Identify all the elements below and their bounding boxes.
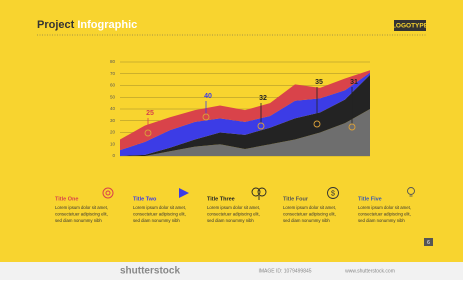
item-text: sed diam nonummy nibh (133, 218, 180, 223)
item-title: Title One (55, 196, 78, 202)
area-layer (120, 72, 370, 156)
icon-target (102, 187, 114, 199)
callout-label: 31 (350, 79, 358, 86)
callout-label: 25 (146, 110, 154, 117)
item-text: Lorem ipsum dolor sit amet, (133, 205, 186, 210)
item-text: consectetuer adipiscing elit, (133, 212, 186, 217)
pin-circle (313, 120, 321, 128)
y-tick-label: 80 (110, 59, 116, 64)
y-tick-label: 50 (110, 94, 116, 99)
item-text: sed diam nonummy nibh (283, 218, 330, 223)
y-tick-label: 30 (110, 118, 116, 123)
logo: LOGOTYPE (392, 23, 429, 30)
area-layer (120, 70, 370, 151)
svg-text:$: $ (331, 190, 335, 197)
title-light: Infographic (77, 19, 137, 31)
area-layer (120, 109, 370, 156)
item-text: sed diam nonummy nibh (55, 218, 102, 223)
item-title: Title Three (207, 196, 235, 202)
icon-brain (251, 187, 267, 200)
y-tick-label: 40 (110, 106, 116, 111)
y-tick-label: 10 (110, 141, 116, 146)
item-text: sed diam nonummy nibh (358, 218, 405, 223)
footer-id: IMAGE ID: 1079499845 (258, 268, 311, 274)
icon-dollar: $ (327, 187, 339, 199)
item-title: Title Two (133, 196, 157, 202)
footer-brand: shutterstock (120, 266, 180, 277)
page-number-box (424, 238, 433, 246)
callout-label: 35 (315, 79, 323, 86)
y-tick-label: 20 (110, 130, 116, 135)
item-text: Lorem ipsum dolor sit amet, (283, 205, 336, 210)
item-text: sed diam nonummy nibh (207, 218, 254, 223)
callout-label: 40 (204, 93, 212, 100)
logo-box (394, 20, 426, 31)
item-text: Lorem ipsum dolor sit amet, (358, 205, 411, 210)
item-text: consectetuer adipiscing elit, (358, 212, 411, 217)
y-tick-label: 0 (112, 153, 115, 158)
page-number: 6 (427, 240, 430, 246)
item-text: consectetuer adipiscing elit, (283, 212, 336, 217)
item-title: Title Four (283, 196, 309, 202)
icon-bulb (407, 187, 415, 197)
icon-fan (179, 188, 189, 198)
pin-circle (202, 113, 210, 121)
chart: 0 10 20 30 40 50 60 70 80 25 40 32 35 31 (110, 59, 370, 158)
callout-label: 32 (259, 95, 267, 102)
title: Project Infographic (37, 19, 137, 31)
footer-url: www.shutterstock.com (345, 268, 395, 274)
y-tick-label: 60 (110, 83, 116, 88)
item-text: Lorem ipsum dolor sit amet, (55, 205, 108, 210)
item-text: consectetuer adipiscing elit, (207, 212, 260, 217)
item-text: Lorem ipsum dolor sit amet, (207, 205, 260, 210)
y-tick-label: 70 (110, 71, 116, 76)
pin-circle (257, 122, 265, 130)
pin-circle (144, 129, 152, 137)
item-text: consectetuer adipiscing elit, (55, 212, 108, 217)
title-dark: Project (37, 19, 75, 31)
item-title: Title Five (358, 196, 382, 202)
pin-circle (348, 123, 356, 131)
area-layer (120, 74, 370, 156)
items: Title One Lorem ipsum dolor sit amet, cons… (55, 196, 411, 223)
footer-band (0, 262, 463, 280)
